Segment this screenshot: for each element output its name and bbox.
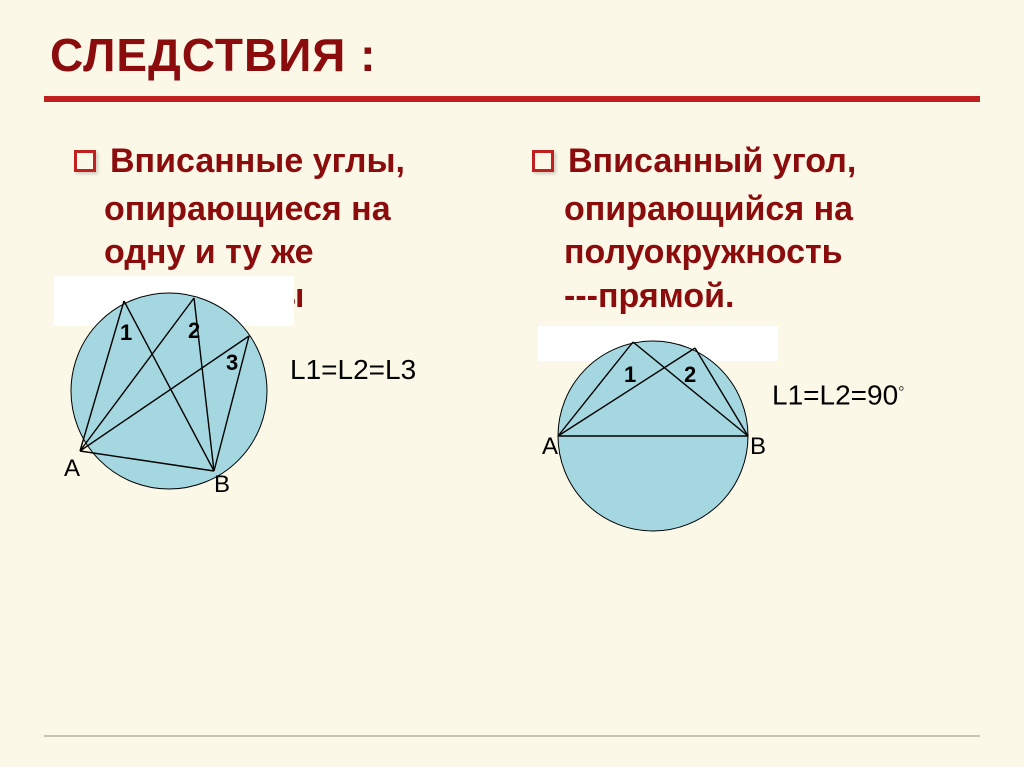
left-diagram-svg: 1 2 3 A B xyxy=(54,276,294,506)
svg-text:3: 3 xyxy=(226,350,238,375)
left-figure: 1 2 3 A B L1=L2=L3 xyxy=(54,276,474,506)
left-bullet-row: Вписанные углы, xyxy=(74,140,492,184)
left-column: Вписанные углы, опирающиеся на одну и ту… xyxy=(44,140,492,556)
right-line-2a: опирающийся на xyxy=(564,188,980,232)
svg-text:B: B xyxy=(214,471,230,498)
right-formula: L1=L2=90◦ xyxy=(772,378,905,411)
title-underline xyxy=(44,96,980,102)
right-column: Вписанный угол, опирающийся на полуокруж… xyxy=(532,140,980,556)
left-line-2a: опирающиеся на xyxy=(104,188,492,232)
square-bullet-icon xyxy=(532,150,554,172)
right-figure: 1 2 A B L1=L2=90◦ xyxy=(538,326,958,556)
left-bullet-text: Вписанные углы, xyxy=(110,140,405,184)
square-bullet-icon xyxy=(74,150,96,172)
left-line-2b: одну и ту же xyxy=(104,231,492,275)
svg-text:A: A xyxy=(64,455,80,482)
right-line-2c: ---прямой. xyxy=(564,275,980,319)
left-formula: L1=L2=L3 xyxy=(290,354,416,386)
content-columns: Вписанные углы, опирающиеся на одну и ту… xyxy=(44,140,980,556)
right-bullet-row: Вписанный угол, xyxy=(532,140,980,184)
svg-text:1: 1 xyxy=(624,362,636,387)
svg-text:A: A xyxy=(542,433,558,460)
svg-text:1: 1 xyxy=(120,320,132,345)
right-line-2b: полуокружность xyxy=(564,231,980,275)
slide-title: СЛЕДСТВИЯ : xyxy=(50,28,980,82)
right-bullet-text: Вписанный угол, xyxy=(568,140,856,184)
svg-text:2: 2 xyxy=(684,362,696,387)
right-diagram-svg: 1 2 A B xyxy=(538,326,778,541)
svg-text:2: 2 xyxy=(188,318,200,343)
svg-text:B: B xyxy=(750,433,766,460)
bottom-divider xyxy=(44,735,980,737)
